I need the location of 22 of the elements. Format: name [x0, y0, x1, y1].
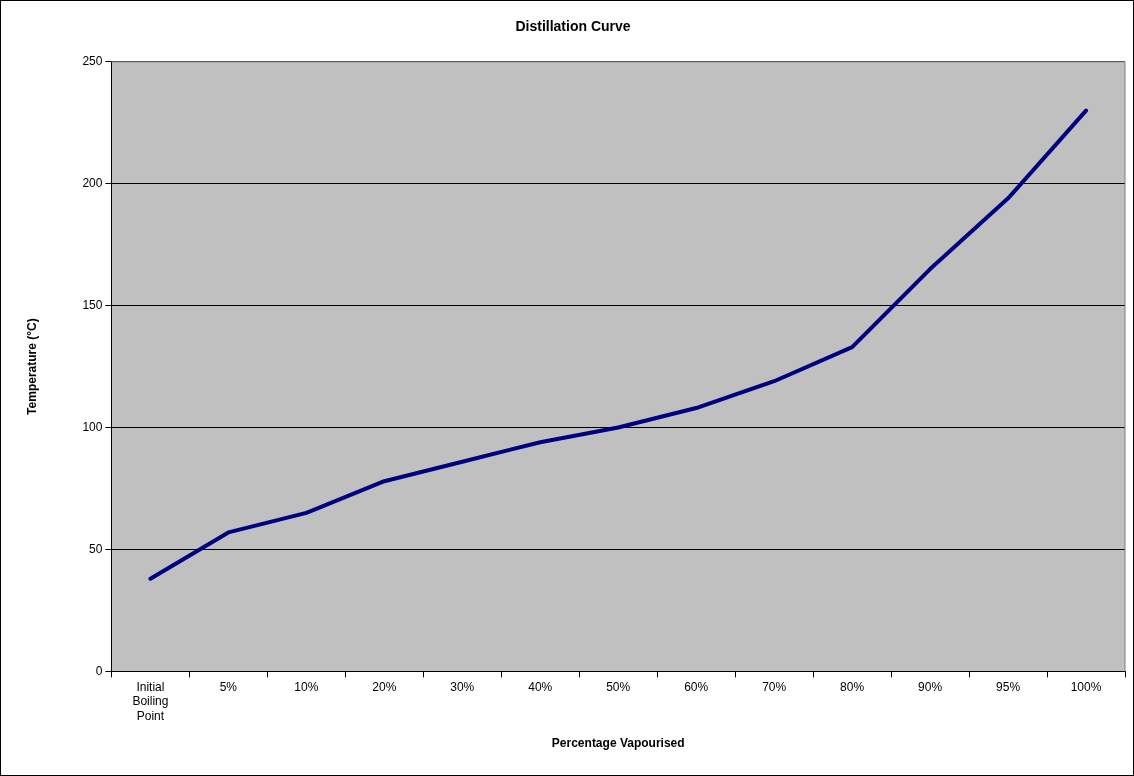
- x-tick-label: 80%: [840, 679, 865, 694]
- x-tick-label: 60%: [684, 679, 709, 694]
- x-tick-label: 20%: [372, 679, 397, 694]
- x-tick-label: 70%: [762, 679, 787, 694]
- x-tick-label: 95%: [996, 679, 1021, 694]
- y-tick-label: 0: [95, 663, 103, 678]
- x-tick-label: 40%: [528, 679, 553, 694]
- x-tick-label: 10%: [294, 679, 319, 694]
- x-tick-label: 100%: [1070, 679, 1102, 694]
- chart-title: Distillation Curve: [515, 18, 631, 35]
- x-axis-title: Percentage Vapourised: [551, 736, 685, 751]
- y-tick-label: 250: [82, 54, 103, 69]
- x-tick-label: Initial Boiling Point: [132, 679, 169, 723]
- y-tick-label: 50: [89, 541, 103, 556]
- y-tick-label: 100: [82, 419, 103, 434]
- x-tick-label: 30%: [450, 679, 475, 694]
- y-axis-title: Temperature (°C): [24, 318, 39, 415]
- x-tick-label: 5%: [219, 679, 238, 694]
- y-tick-label: 200: [82, 176, 103, 191]
- y-tick-label: 150: [82, 297, 103, 312]
- x-tick-label: 90%: [918, 679, 943, 694]
- x-tick-label: 50%: [606, 679, 631, 694]
